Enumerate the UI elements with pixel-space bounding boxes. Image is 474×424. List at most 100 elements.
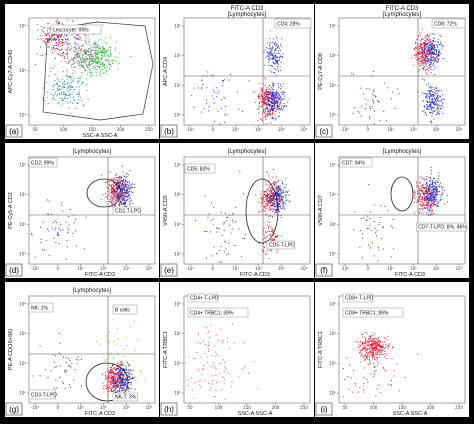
data-point — [212, 375, 214, 377]
data-point — [112, 201, 114, 203]
data-point — [62, 91, 64, 93]
data-point — [269, 249, 271, 251]
data-point — [111, 378, 113, 380]
data-point — [270, 47, 272, 49]
gate-label: CD7: 94% — [342, 161, 365, 167]
data-point — [433, 92, 435, 94]
data-point — [387, 210, 389, 212]
data-point — [360, 218, 362, 219]
data-point — [91, 50, 93, 51]
data-point — [278, 98, 280, 100]
data-point — [280, 196, 282, 198]
data-point — [421, 49, 423, 51]
data-point — [122, 171, 124, 173]
data-point — [70, 79, 72, 81]
data-point — [428, 194, 430, 196]
data-point — [109, 54, 111, 56]
data-point — [373, 95, 375, 96]
data-point — [432, 37, 434, 39]
data-point — [204, 352, 206, 354]
data-point — [128, 182, 130, 184]
data-point — [72, 19, 74, 21]
data-point — [442, 186, 444, 188]
data-point — [96, 341, 97, 343]
data-point — [272, 183, 274, 185]
y-tick-label: 10⁴ — [19, 192, 26, 197]
data-point — [60, 88, 61, 90]
data-point — [378, 101, 380, 103]
data-point — [83, 61, 85, 63]
data-point — [115, 387, 117, 389]
data-point — [104, 54, 106, 56]
data-point — [213, 206, 215, 208]
data-point — [43, 31, 45, 33]
data-point — [282, 192, 284, 194]
data-point — [96, 57, 98, 59]
data-point — [364, 336, 366, 338]
data-point — [201, 80, 203, 82]
data-point — [71, 77, 73, 79]
data-point — [421, 196, 423, 198]
data-point — [55, 47, 57, 49]
data-point — [130, 186, 132, 188]
data-point — [433, 41, 435, 43]
data-point — [423, 197, 425, 199]
data-point — [117, 193, 119, 195]
data-point — [40, 55, 42, 57]
data-point — [229, 214, 230, 216]
data-point — [273, 182, 275, 184]
data-point — [430, 193, 432, 195]
data-point — [264, 194, 265, 196]
data-point — [431, 194, 433, 196]
data-point — [122, 370, 124, 372]
data-point — [126, 192, 128, 194]
data-point — [419, 50, 421, 52]
data-point — [282, 202, 284, 204]
data-point — [117, 195, 119, 197]
data-point — [425, 196, 427, 198]
data-point — [437, 39, 439, 41]
data-point — [436, 191, 438, 193]
data-point — [258, 108, 260, 110]
data-point — [263, 227, 265, 229]
data-point — [39, 375, 41, 377]
data-point — [42, 54, 44, 56]
data-point — [423, 100, 425, 102]
data-point — [240, 256, 242, 258]
data-point — [117, 190, 119, 192]
data-point — [269, 195, 271, 197]
data-point — [434, 45, 436, 47]
data-point — [116, 391, 118, 392]
data-point — [433, 103, 435, 105]
data-point — [116, 387, 118, 388]
data-point — [262, 104, 264, 106]
data-point — [269, 54, 271, 56]
data-point — [210, 324, 212, 326]
data-point — [58, 54, 60, 56]
data-point — [269, 44, 270, 46]
data-point — [65, 362, 67, 363]
data-point — [433, 189, 435, 191]
data-point — [78, 77, 80, 79]
data-point — [242, 193, 244, 195]
panel-letter: (b) — [164, 127, 174, 136]
data-point — [119, 385, 121, 386]
data-point — [130, 382, 132, 384]
data-point — [266, 201, 268, 202]
y-tick-label: 10² — [329, 391, 336, 396]
data-point — [277, 235, 279, 237]
data-point — [60, 105, 62, 107]
data-point — [112, 385, 114, 387]
data-point — [102, 62, 104, 64]
data-point — [429, 90, 431, 92]
data-point — [430, 207, 432, 209]
data-point — [270, 250, 272, 252]
data-point — [226, 337, 228, 339]
data-point — [59, 376, 61, 378]
data-point — [92, 67, 94, 69]
data-point — [265, 205, 267, 207]
data-point — [214, 396, 216, 397]
data-point — [85, 56, 87, 57]
data-point — [417, 71, 419, 73]
data-point — [278, 195, 280, 197]
